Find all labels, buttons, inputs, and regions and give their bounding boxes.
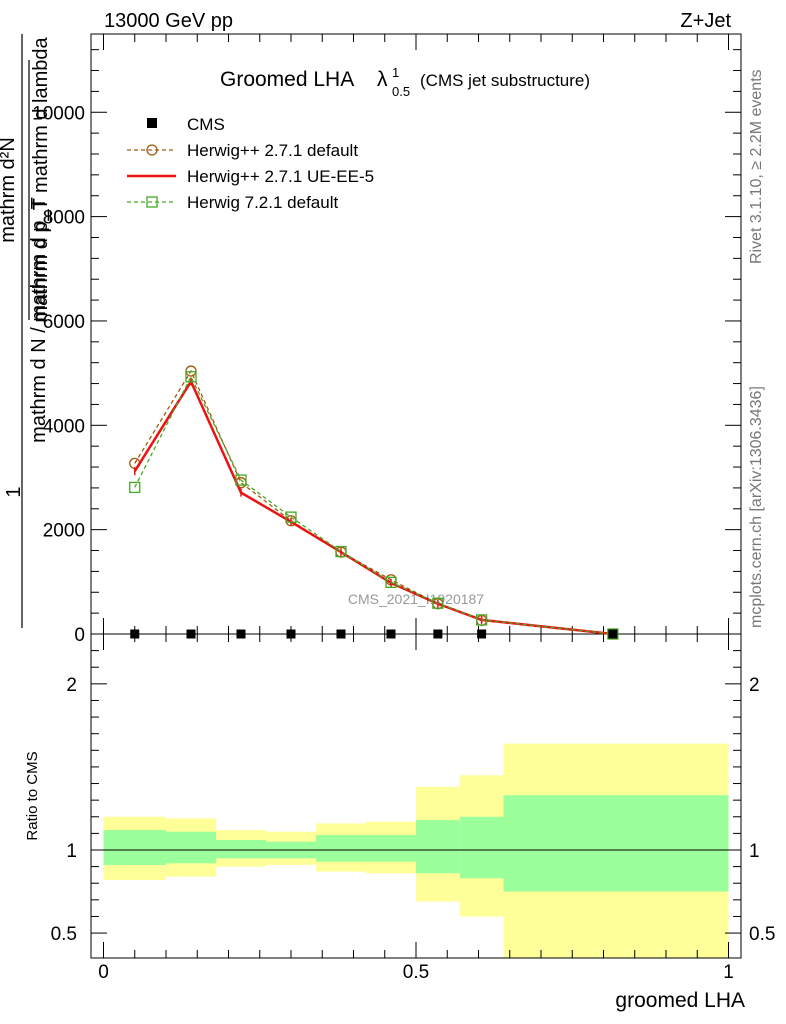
- ratio-ytick-label-right: 1: [749, 841, 760, 862]
- ratio-ytick-label-right: 2: [749, 675, 760, 696]
- process-label: Z+Jet: [680, 10, 731, 32]
- point-herwig7: [385, 576, 397, 588]
- plot-title: Groomed LHA λ 1 0.5 (CMS jet substructur…: [220, 65, 590, 99]
- ratio-band-inner: [416, 820, 460, 874]
- main-ytick-label: 8000: [43, 208, 85, 229]
- ratio-band-inner: [459, 816, 504, 879]
- point-herwig7: [185, 371, 197, 383]
- cms-data-point: [386, 629, 396, 639]
- cms-data-point: [130, 629, 140, 639]
- ratio-band-inner: [366, 835, 416, 862]
- legend-herwig7-marker: [146, 196, 158, 208]
- main-ytick-label: 10000: [32, 103, 85, 124]
- legend-herwig-ueee5-label: Herwig++ 2.7.1 UE-EE-5: [187, 167, 374, 186]
- cms-data-point: [186, 629, 196, 639]
- cms-data-point: [286, 629, 296, 639]
- ratio-ytick-label-right: 0.5: [749, 924, 775, 945]
- point-herwig7: [475, 614, 488, 626]
- cms-data-point: [608, 629, 618, 639]
- ylabel-numerator: 1: [3, 486, 25, 497]
- legend-cms-label: CMS: [187, 115, 225, 134]
- main-ytick-label: 0: [74, 625, 85, 646]
- ratio-ytick-label: 2: [66, 675, 77, 696]
- point-herwig7: [129, 481, 141, 494]
- energy-label: 13000 GeV pp: [104, 10, 233, 32]
- cms-data-point: [433, 629, 443, 639]
- ratio-band-inner: [166, 831, 216, 864]
- ratio-band-inner: [503, 795, 729, 892]
- main-ylabel: 1 mathrm d N / mathrm d p_T mathrm d²N m…: [0, 34, 52, 628]
- point-herwig7: [285, 511, 297, 523]
- mcplots-label: mcplots.cern.ch [arXiv:1306.3436]: [748, 386, 765, 628]
- cms-data-layer: [130, 629, 618, 639]
- title-sup: 1: [392, 65, 399, 80]
- ratio-bands: [103, 743, 729, 958]
- ratio-band-inner: [316, 835, 366, 862]
- xlabel: groomed LHA: [615, 989, 745, 1012]
- ratio-ytick-label: 0.5: [51, 924, 77, 945]
- legend-herwig-default-marker: [146, 144, 158, 156]
- legend-herwig-default-label: Herwig++ 2.7.1 default: [187, 141, 358, 160]
- axis-ticks: 0 2000 4000 6000 8000 10000 0 0.5 1 0.5 0.5 1 1 2 2: [32, 34, 775, 983]
- series-line-herwig7: [134, 375, 613, 635]
- point-herwig7: [335, 545, 347, 558]
- title-paren: (CMS jet substructure): [420, 71, 590, 90]
- main-ytick-label: 6000: [43, 312, 85, 333]
- legend-cms-marker: [147, 118, 157, 128]
- cms-data-point: [236, 629, 246, 639]
- title-main: Groomed LHA: [220, 68, 354, 91]
- ratio-band-inner: [216, 840, 266, 859]
- point-herwig7: [432, 597, 444, 609]
- legend: CMS Herwig++ 2.7.1 default Herwig++ 2.7.…: [127, 115, 374, 212]
- cms-data-point: [477, 629, 487, 639]
- series-layer: [129, 365, 619, 640]
- ratio-ylabel: Ratio to CMS: [24, 751, 41, 840]
- point-herwig-default: [185, 365, 197, 377]
- watermark-label: CMS_2021_I1920187: [348, 591, 484, 607]
- point-herwig7: [235, 474, 247, 486]
- xtick-label: 0.5: [403, 962, 429, 983]
- ylabel-top: mathrm d²N: [0, 137, 19, 243]
- ylabel-top-sub: mathrm d p_T mathrm d lambda: [30, 36, 52, 322]
- xtick-label: 0: [98, 962, 109, 983]
- main-ytick-label: 4000: [43, 416, 85, 437]
- main-ytick-label: 2000: [43, 521, 85, 542]
- ratio-band-inner: [103, 830, 166, 865]
- point-herwig7: [607, 628, 619, 640]
- legend-herwig7-label: Herwig 7.2.1 default: [187, 193, 338, 212]
- ylabel-bottom: mathrm d N / mathrm d p_T: [28, 197, 50, 443]
- title-sub: 0.5: [392, 84, 410, 99]
- rivet-label: Rivet 3.1.10, ≥ 2.2M events: [748, 69, 765, 264]
- title-lambda: λ: [377, 68, 388, 91]
- cms-data-point: [336, 629, 346, 639]
- ratio-ytick-label: 1: [66, 841, 77, 862]
- xtick-label: 1: [723, 962, 734, 983]
